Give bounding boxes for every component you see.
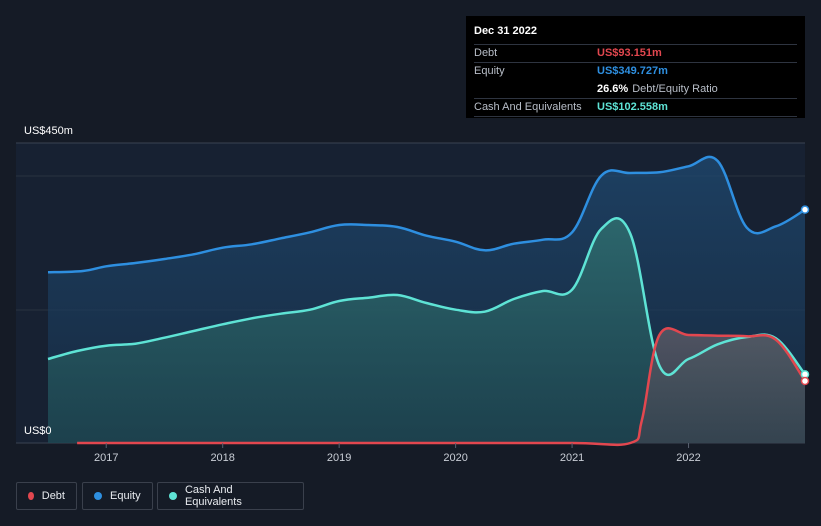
- legend-label-debt: Debt: [41, 490, 65, 502]
- tooltip-row-equity: Equity US$349.727m: [474, 62, 797, 80]
- series-line-cash: [47, 217, 806, 376]
- series-endpoint-debt: [800, 376, 810, 386]
- tooltip-date: Dec 31 2022: [474, 25, 537, 37]
- tooltip-row-debt: Debt US$93.151m: [474, 44, 797, 62]
- legend-dot-equity: [94, 492, 102, 500]
- x-axis-tick-label: 2020: [443, 452, 467, 464]
- tooltip-value-debt: US$93.151m: [597, 47, 662, 59]
- tooltip-panel: Dec 31 2022 Debt US$93.151m Equity US$34…: [466, 16, 805, 118]
- tooltip-row-ratio: 26.6% Debt/Equity Ratio: [474, 80, 797, 98]
- tooltip-label: Equity: [474, 65, 505, 77]
- y-axis-bottom-label: US$0: [24, 425, 52, 437]
- tooltip-label: Cash And Equivalents: [474, 101, 582, 113]
- tooltip-value-ratio: 26.6%: [597, 83, 629, 95]
- series-line-equity: [47, 155, 806, 274]
- legend-item-debt[interactable]: Debt: [16, 482, 77, 510]
- x-axis-tick-label: 2018: [210, 452, 234, 464]
- legend-label-cash: Cash And Equivalents: [184, 484, 242, 508]
- series-area-cash: [48, 218, 805, 443]
- tooltip-value-cash: US$102.558m: [597, 101, 668, 113]
- tooltip-label: Debt: [474, 47, 498, 59]
- legend-label-equity: Equity: [110, 490, 141, 502]
- series-endpoint-equity: [800, 205, 810, 214]
- tooltip-label: [474, 81, 597, 98]
- x-axis-tick-label: 2022: [676, 452, 700, 464]
- x-axis-tick-label: 2017: [94, 452, 118, 464]
- x-axis-tick-label: 2019: [327, 452, 351, 464]
- legend-dot-cash: [169, 492, 177, 500]
- tooltip-ratio-label: Debt/Equity Ratio: [632, 83, 718, 95]
- tooltip-row-cash: Cash And Equivalents US$102.558m: [474, 98, 797, 117]
- x-axis-tick-label: 2021: [560, 452, 584, 464]
- tooltip-value-equity: US$349.727m: [597, 65, 668, 77]
- legend-item-equity[interactable]: Equity: [82, 482, 153, 510]
- legend-dot-debt: [28, 492, 34, 500]
- y-axis-top-label: US$450m: [24, 125, 73, 137]
- legend-item-cash[interactable]: Cash And Equivalents: [157, 482, 304, 510]
